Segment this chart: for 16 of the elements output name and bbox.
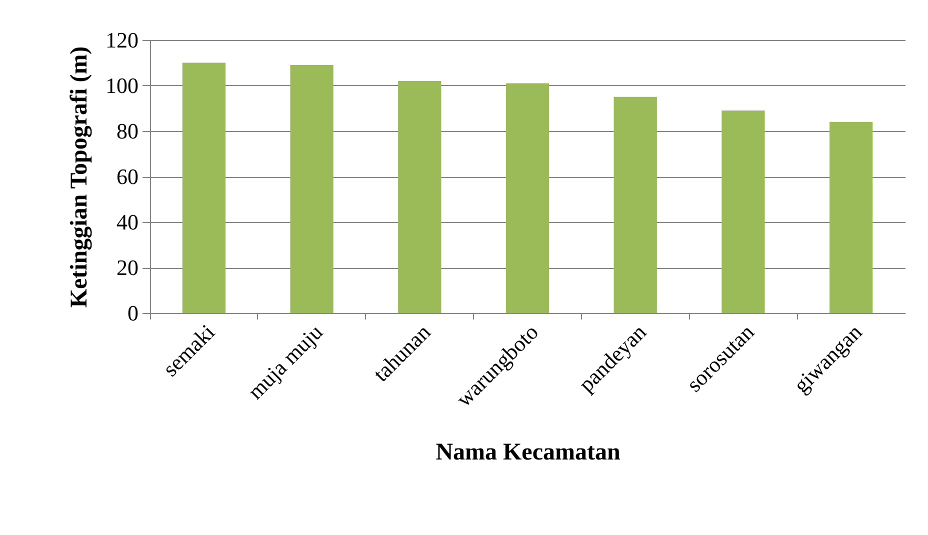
bar xyxy=(290,65,334,313)
y-tick-label: 60 xyxy=(116,164,138,189)
bar xyxy=(722,110,765,313)
bar xyxy=(506,83,550,313)
y-tick-label: 80 xyxy=(116,118,138,144)
y-tick-label: 40 xyxy=(116,210,138,234)
y-tick-label: 120 xyxy=(106,28,138,52)
bar xyxy=(398,80,442,313)
bar xyxy=(182,62,226,313)
bar xyxy=(830,122,873,313)
y-tick-label: 100 xyxy=(106,73,138,98)
y-tick-label: 0 xyxy=(128,300,138,326)
bar xyxy=(614,96,657,313)
y-axis-title: Ketinggian Topografi (m) xyxy=(66,46,92,308)
y-tick-label: 20 xyxy=(116,255,138,280)
x-axis-title: Nama Kecamatan xyxy=(436,440,620,466)
